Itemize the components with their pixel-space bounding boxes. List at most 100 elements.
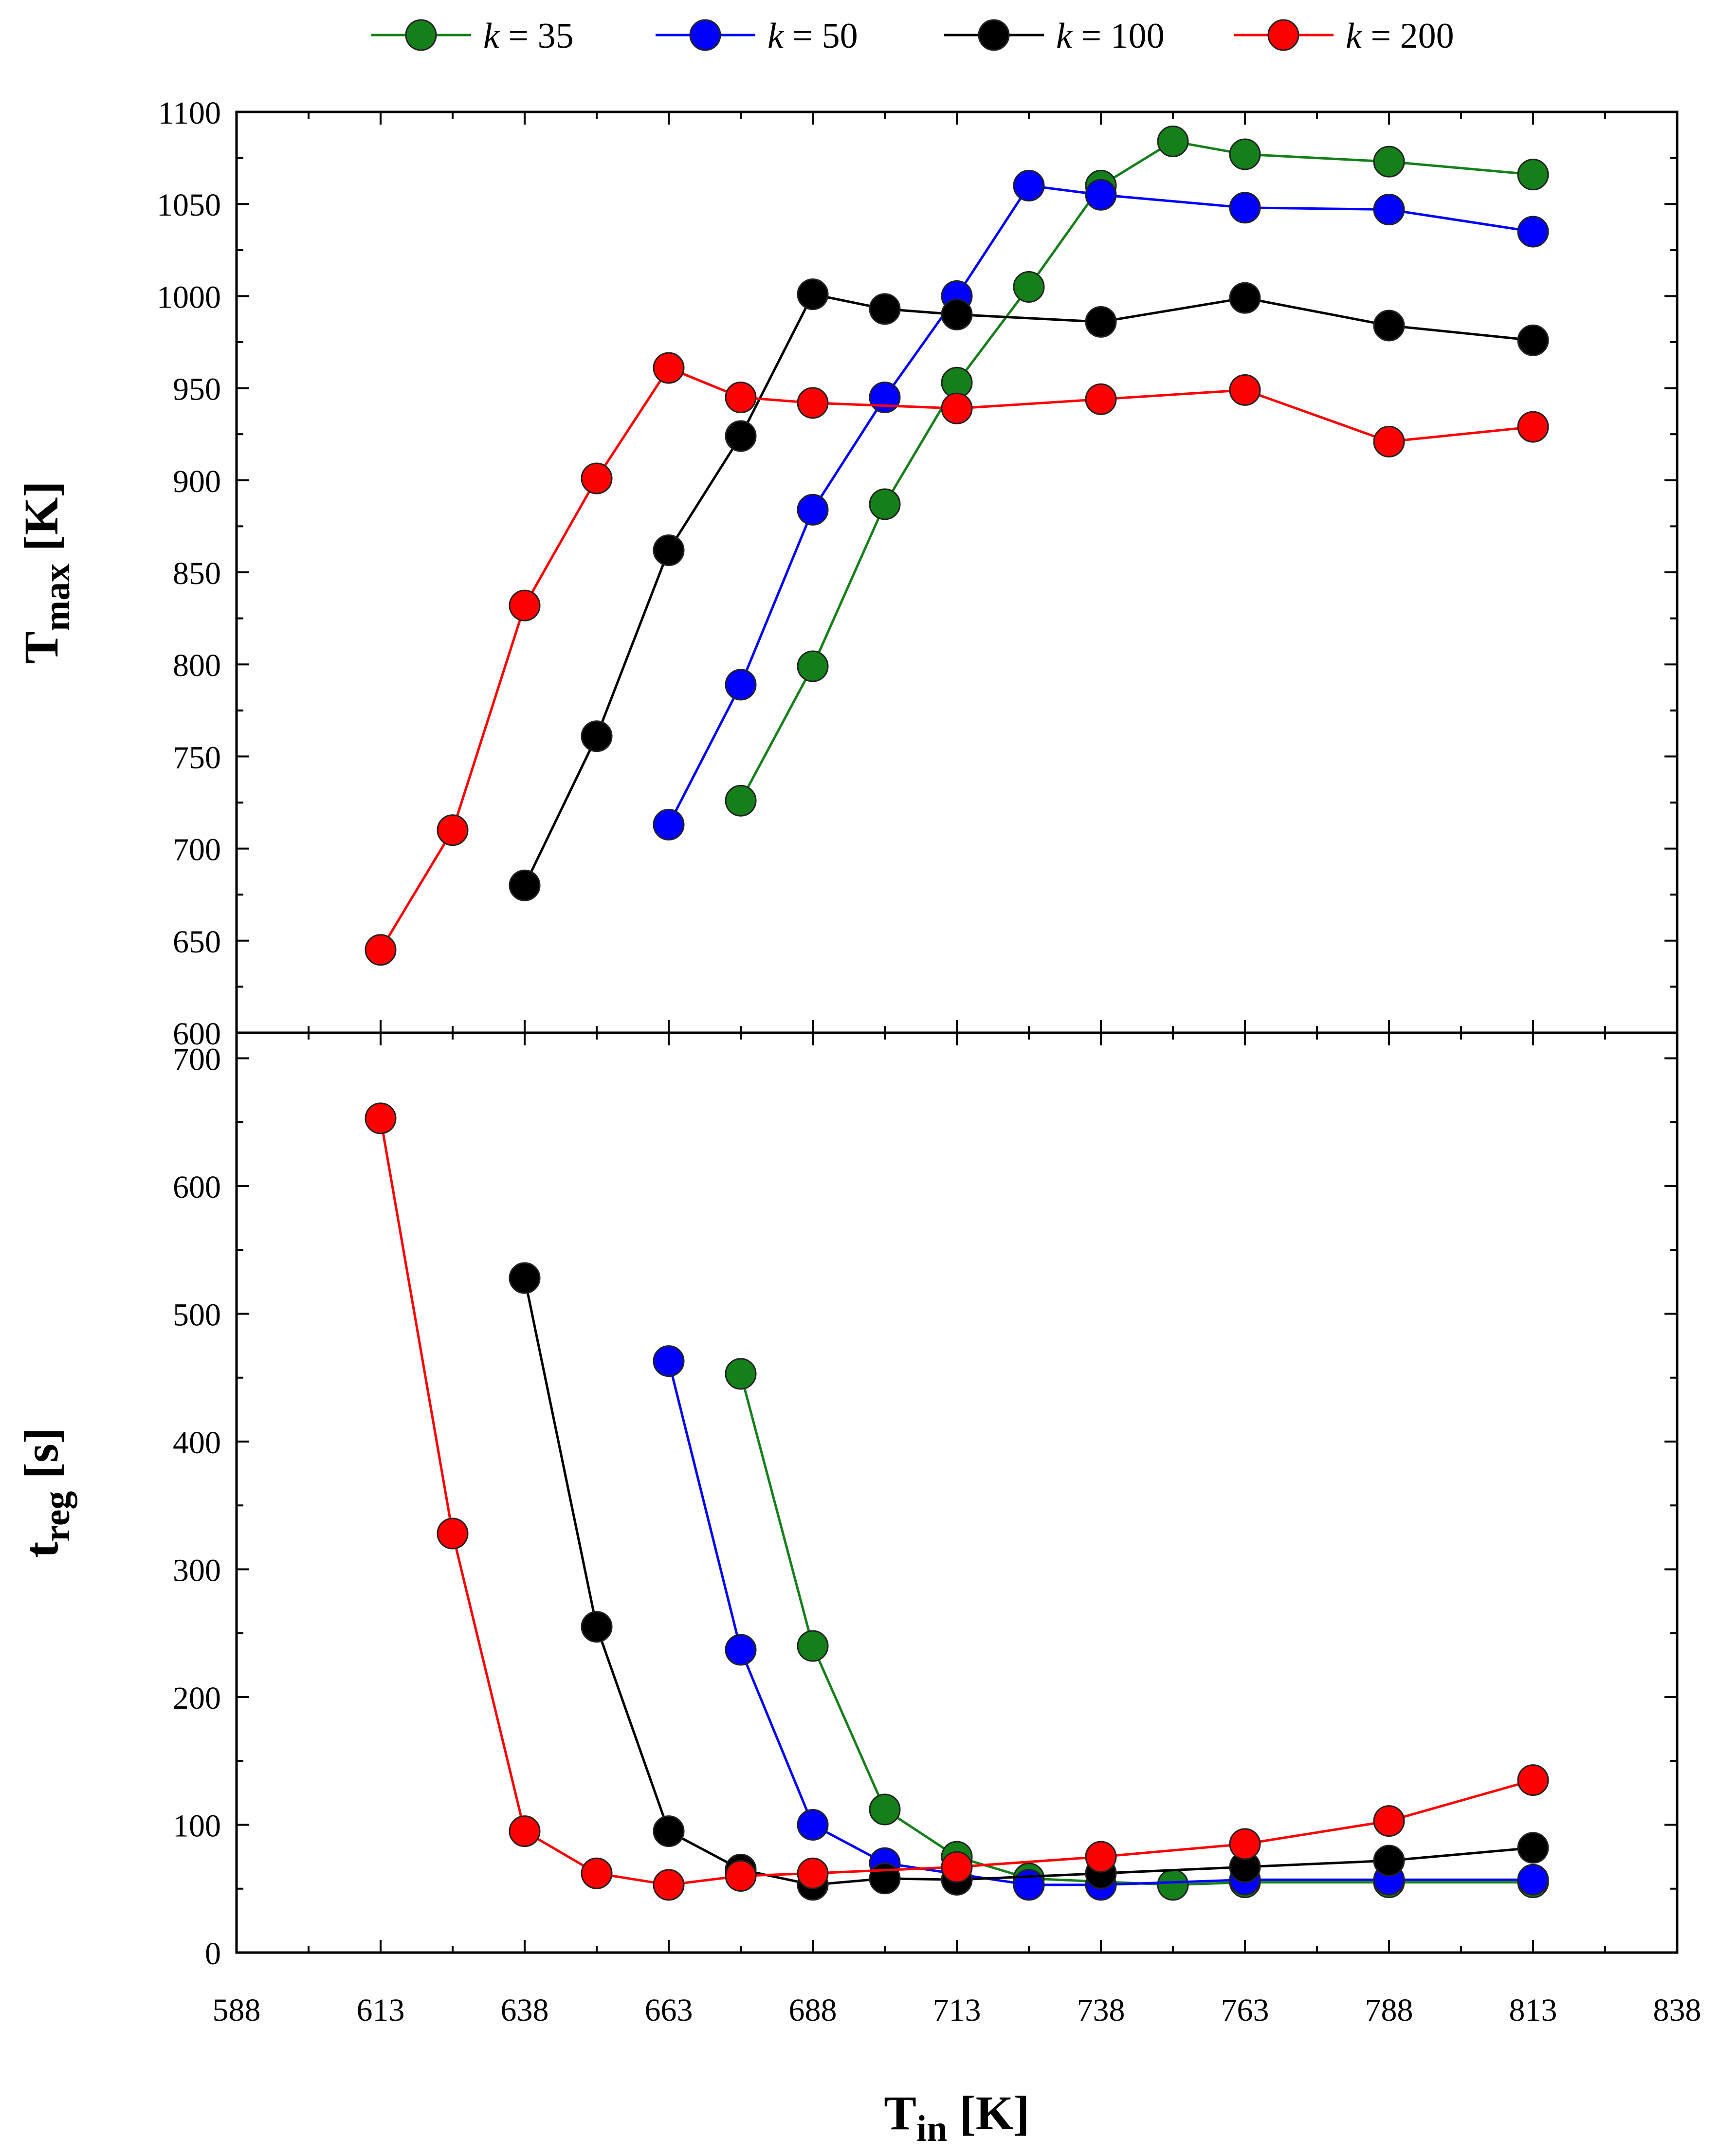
x-tick-label: 788 xyxy=(1365,1992,1413,2028)
y-axis-title-unit: [s] xyxy=(14,1427,68,1491)
data-point xyxy=(1229,1828,1261,1860)
y-tick-label: 600 xyxy=(173,1016,221,1052)
data-point xyxy=(1373,1845,1405,1877)
data-point xyxy=(1373,425,1405,457)
data-point xyxy=(1229,282,1261,314)
data-point xyxy=(725,1358,757,1390)
data-point xyxy=(869,488,901,520)
y-tick-label: 400 xyxy=(173,1425,221,1461)
data-point xyxy=(509,869,541,901)
y-tick-label: 300 xyxy=(173,1553,221,1589)
legend-label-k: k xyxy=(768,16,784,56)
data-point xyxy=(509,589,541,621)
y-tick-label: 1000 xyxy=(157,279,221,315)
data-point xyxy=(1517,1764,1549,1796)
legend-marker xyxy=(978,19,1010,51)
y-tick-label: 500 xyxy=(173,1297,221,1333)
series-line-k200 xyxy=(379,366,1534,951)
data-point xyxy=(509,1815,541,1847)
legend-label-k: k xyxy=(1056,16,1073,56)
data-point xyxy=(941,1851,973,1883)
data-point xyxy=(797,650,829,682)
data-point xyxy=(1085,383,1117,415)
data-point xyxy=(1517,1832,1549,1864)
data-point xyxy=(653,1815,685,1847)
data-point xyxy=(725,669,757,701)
y-axis-title-main: T xyxy=(14,631,68,664)
legend-marker xyxy=(405,19,437,51)
data-point xyxy=(581,720,613,752)
series-line-k50 xyxy=(667,1361,1533,1886)
x-axis-title-main: T xyxy=(884,2086,916,2140)
y-tick-label: 200 xyxy=(173,1681,221,1716)
data-point xyxy=(1013,169,1045,201)
x-tick-label: 813 xyxy=(1509,1992,1557,2028)
data-point xyxy=(1373,146,1405,178)
y-axis-title: Tmax [K] xyxy=(14,481,77,663)
legend-label: k = 100 xyxy=(1056,16,1165,56)
y-tick-label: 100 xyxy=(173,1809,221,1844)
data-point xyxy=(1517,1864,1549,1896)
data-point xyxy=(725,1860,757,1892)
legend-label-value: = 200 xyxy=(1362,16,1454,56)
data-point xyxy=(1517,216,1549,248)
data-point xyxy=(1013,1869,1045,1901)
legend-label-value: = 35 xyxy=(499,16,574,56)
legend-marker xyxy=(689,19,721,51)
data-point xyxy=(869,1863,901,1895)
data-point xyxy=(437,1517,469,1550)
x-tick-label: 738 xyxy=(1077,1992,1125,2028)
legend-label-k: k xyxy=(1346,16,1362,56)
data-point xyxy=(1229,138,1261,170)
y-axis-title: treg [s] xyxy=(14,1427,77,1558)
data-point xyxy=(653,1345,685,1377)
data-point xyxy=(1229,192,1261,224)
y-tick-label: 1050 xyxy=(157,187,221,223)
y-tick-label: 850 xyxy=(173,556,221,591)
data-point xyxy=(1157,1869,1189,1901)
y-axis-title-main: t xyxy=(14,1542,68,1558)
data-point xyxy=(1085,179,1117,211)
data-point xyxy=(725,785,757,817)
treg-panel: 0 100 200 300 400 500 600 700 588 613 638 663 688 713… xyxy=(14,1031,1701,2149)
data-point xyxy=(725,1634,757,1666)
y-tick-label: 1100 xyxy=(158,95,221,131)
data-point xyxy=(365,934,397,966)
x-tick-label: 663 xyxy=(645,1992,693,2028)
legend-label: k = 35 xyxy=(483,16,574,56)
y-axis-title-unit: [K] xyxy=(14,481,68,563)
data-point xyxy=(797,278,829,311)
legend-label-k: k xyxy=(483,16,500,56)
data-point xyxy=(581,462,613,494)
x-axis-title-unit: [K] xyxy=(947,2086,1029,2140)
data-point xyxy=(1373,194,1405,226)
data-point xyxy=(1229,374,1261,406)
legend-marker xyxy=(1267,19,1299,51)
tmax-panel: 600 650 700 750 800 850 900 950 1000 1050 1100 Tmax… xyxy=(14,95,1679,1052)
data-point xyxy=(797,493,829,526)
data-point xyxy=(1013,271,1045,303)
data-point xyxy=(437,814,469,846)
x-tick-label: 713 xyxy=(933,1992,981,2028)
data-point xyxy=(797,387,829,419)
data-point xyxy=(653,352,685,384)
x-tick-label: 613 xyxy=(357,1992,405,2028)
y-tick-label: 800 xyxy=(173,648,221,683)
x-tick-label: 588 xyxy=(213,1992,261,2028)
legend-label-value: = 100 xyxy=(1072,16,1165,56)
x-axis-title-sub: in xyxy=(916,2108,947,2149)
data-point xyxy=(1517,159,1549,191)
x-axis-title: Tin [K] xyxy=(884,2086,1029,2149)
y-tick-label: 750 xyxy=(173,740,221,775)
y-tick-label: 900 xyxy=(173,464,221,499)
series-line-k100 xyxy=(523,292,1534,886)
data-point xyxy=(797,1809,829,1841)
series-line-k50 xyxy=(667,184,1534,825)
data-point xyxy=(365,1102,397,1134)
y-axis-title-sub: max xyxy=(37,564,77,631)
legend-label: k = 50 xyxy=(768,16,858,56)
x-tick-label: 638 xyxy=(501,1992,549,2028)
x-tick-label: 763 xyxy=(1221,1992,1269,2028)
data-point xyxy=(1373,310,1405,342)
